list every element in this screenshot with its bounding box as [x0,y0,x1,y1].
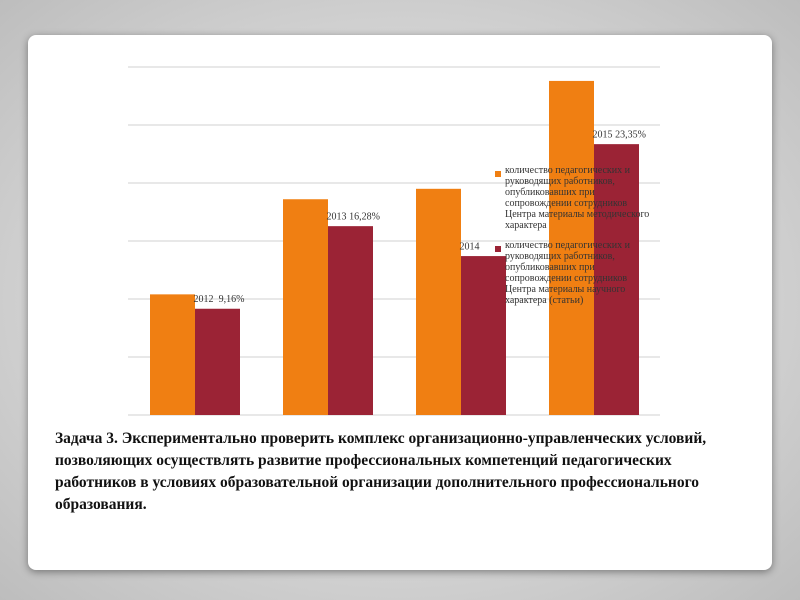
bar [549,80,594,416]
bar [416,188,461,415]
category-label: 2012 [194,294,214,305]
legend-entry: количество педагогических и руководящих … [495,240,655,306]
value-label: 9,16% [219,294,245,305]
category-label: 2013 [327,211,347,222]
slide-text: Задача 3. Экспериментально проверить ком… [55,430,707,513]
legend-entry: количество педагогических и руководящих … [495,165,655,231]
value-label: 23,35% [615,129,646,140]
legend-swatch [495,246,501,252]
bar [195,308,240,415]
legend-label: количество педагогических и руководящих … [505,240,630,306]
category-label: 2014 [460,241,480,252]
category-label: 2015 [593,129,613,140]
bar [594,144,639,415]
bar [283,199,328,415]
legend-swatch [495,171,501,177]
bar [328,226,373,415]
value-label: 16,28% [349,211,380,222]
legend-label: количество педагогических и руководящих … [505,165,650,231]
bar [461,256,506,415]
bar [150,294,195,415]
